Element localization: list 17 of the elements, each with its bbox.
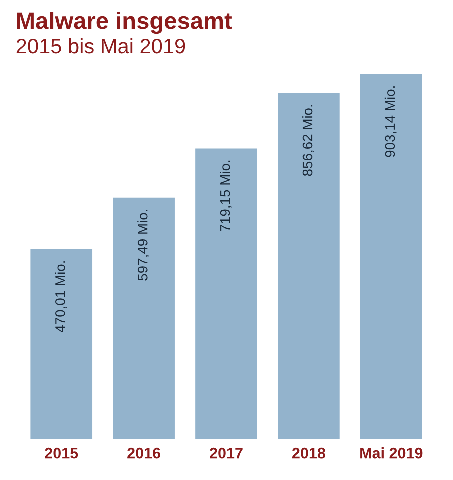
bar (196, 148, 258, 440)
bar (113, 198, 175, 440)
bar (360, 74, 422, 440)
bar (278, 93, 340, 440)
data-label: 903,14 Mio. (384, 86, 397, 158)
data-label: 470,01 Mio. (55, 262, 67, 333)
x-tick-label: 2017 (210, 448, 243, 459)
bar (30, 249, 93, 440)
chart-subtitle: 2015 bis Mai 2019 (16, 38, 186, 54)
x-tick-label: Mai 2019 (360, 448, 423, 459)
x-tick-label: 2018 (292, 448, 326, 459)
x-tick-label: 2015 (45, 448, 78, 459)
x-tick-label: 2016 (128, 448, 160, 459)
data-label: 719,15 Mio. (220, 160, 232, 232)
data-label: 597,49 Mio. (138, 210, 150, 281)
chart-title: Malware insgesamt (17, 12, 232, 34)
data-label: 856,62 Mio. (302, 105, 314, 176)
